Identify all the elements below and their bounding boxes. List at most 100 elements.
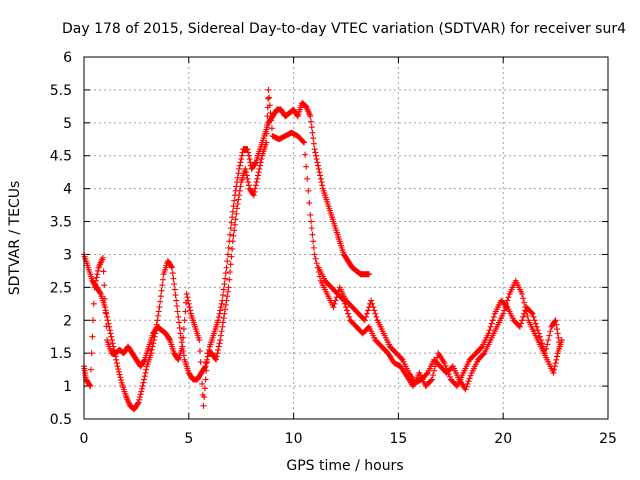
data-point <box>487 327 493 333</box>
x-tick-labels: 0 5 10 15 20 25 <box>80 431 617 447</box>
data-point <box>173 292 179 298</box>
data-point <box>228 261 234 267</box>
data-point <box>142 373 148 379</box>
data-point <box>89 334 95 340</box>
data-point <box>175 308 181 314</box>
data-point <box>186 301 192 307</box>
data-point <box>370 304 376 310</box>
y-axis-label: SDTVAR / TECUs <box>7 181 23 296</box>
data-point <box>245 179 251 185</box>
data-point <box>309 130 315 136</box>
data-point <box>231 198 237 204</box>
data-point <box>118 377 124 383</box>
data-point <box>170 276 176 282</box>
data-point <box>91 301 97 307</box>
data-point <box>269 125 275 131</box>
data-point <box>226 277 232 283</box>
data-point <box>253 182 259 188</box>
data-point <box>184 291 190 297</box>
data-point <box>219 301 225 307</box>
data-point <box>317 172 323 178</box>
data-point <box>246 182 252 188</box>
data-point <box>114 360 120 366</box>
data-point <box>312 149 318 155</box>
data-point <box>520 314 526 320</box>
y-tick-label: 5.5 <box>50 83 72 99</box>
data-point <box>197 348 203 354</box>
data-point <box>203 360 209 366</box>
data-point <box>364 311 370 317</box>
data-point <box>227 269 233 275</box>
data-point <box>309 225 315 231</box>
data-point <box>555 330 561 336</box>
data-point <box>203 377 209 383</box>
data-point <box>174 303 180 309</box>
data-point <box>171 281 177 287</box>
data-point <box>219 324 225 330</box>
data-point <box>95 268 101 274</box>
data-point <box>254 176 260 182</box>
data-point <box>237 163 243 169</box>
data-point <box>156 308 162 314</box>
data-point <box>218 333 224 339</box>
data-point <box>319 179 325 185</box>
data-point <box>223 270 229 276</box>
y-tick-label: 1.5 <box>50 346 72 362</box>
data-point <box>237 188 243 194</box>
data-point <box>139 386 145 392</box>
data-point <box>107 327 113 333</box>
data-point <box>256 169 262 175</box>
data-point <box>229 246 235 252</box>
data-series <box>81 100 372 412</box>
data-point <box>89 350 95 356</box>
data-point <box>491 314 497 320</box>
data-point <box>309 232 315 238</box>
y-tick-labels: 0.511.522.533.544.555.56 <box>50 50 72 428</box>
data-point <box>312 251 318 257</box>
data-point <box>310 135 316 141</box>
data-point <box>254 179 260 185</box>
data-point <box>227 232 233 238</box>
data-points <box>81 87 565 412</box>
data-point <box>217 340 223 346</box>
data-point <box>88 367 94 373</box>
data-point <box>101 268 107 274</box>
data-point <box>467 375 473 381</box>
y-tick-label: 6 <box>63 50 72 66</box>
data-point <box>173 298 179 304</box>
data-point <box>141 377 147 383</box>
data-point <box>217 337 223 343</box>
y-tick-label: 0.5 <box>50 412 72 428</box>
data-point <box>179 339 185 345</box>
data-point <box>157 299 163 305</box>
data-point <box>176 319 182 325</box>
data-point <box>314 159 320 165</box>
data-point <box>490 317 496 323</box>
data-point <box>545 337 551 343</box>
axis-ticks <box>84 57 608 419</box>
data-point <box>265 96 271 102</box>
data-point <box>216 314 222 320</box>
data-point <box>314 156 320 162</box>
data-point <box>184 294 190 300</box>
data-point <box>143 367 149 373</box>
data-point <box>158 293 164 299</box>
data-point <box>310 238 316 244</box>
data-point <box>239 153 245 159</box>
x-tick-label: 20 <box>494 431 512 447</box>
data-point <box>221 281 227 287</box>
data-point <box>319 182 325 188</box>
data-point <box>315 163 321 169</box>
data-point <box>532 317 538 323</box>
y-tick-label: 2 <box>63 313 72 329</box>
data-point <box>309 124 315 130</box>
data-point <box>222 276 228 282</box>
data-point <box>224 265 230 271</box>
data-point <box>318 176 324 182</box>
data-point <box>182 317 188 323</box>
data-point <box>220 292 226 298</box>
data-point <box>554 353 560 359</box>
data-point <box>306 200 312 206</box>
data-point <box>313 153 319 159</box>
data-point <box>231 233 237 239</box>
